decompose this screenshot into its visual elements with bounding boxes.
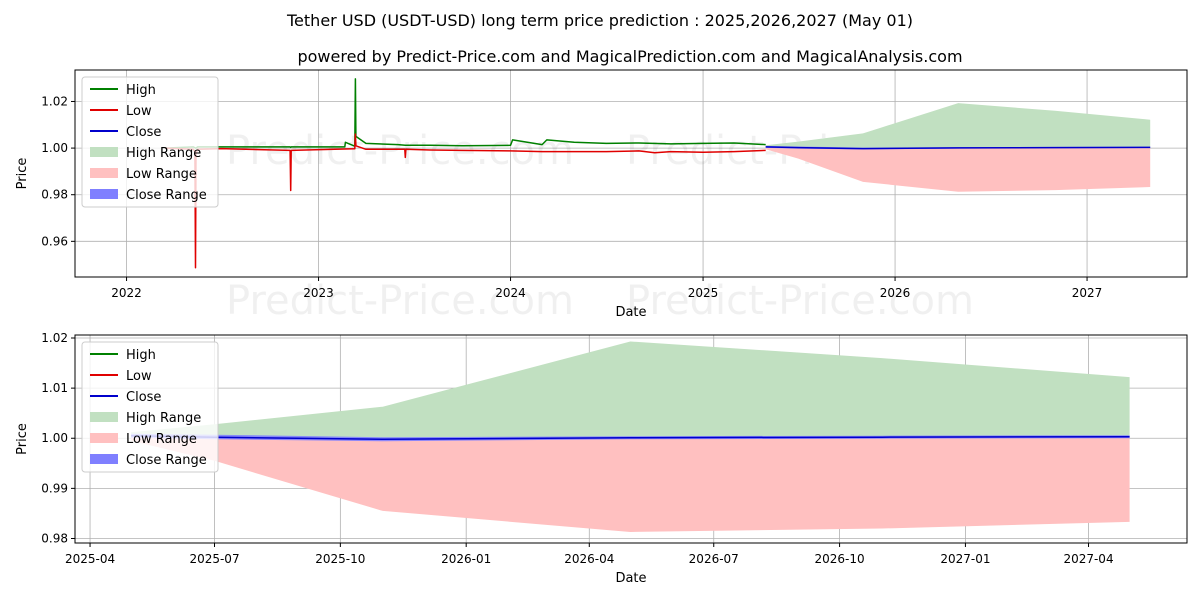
legend-label: Low Range: [126, 432, 197, 447]
legend-swatch-patch: [90, 189, 118, 199]
band-low-range: [131, 435, 1130, 532]
legend: High Low Close High Range Low Range Close Ran…: [81, 76, 219, 208]
y-axis-label: Price: [15, 158, 30, 190]
x-tick-label: 2025: [688, 286, 719, 300]
legend-label: High: [126, 348, 156, 363]
chart-title: Tether USD (USDT-USD) long term price pr…: [286, 11, 913, 30]
legend-label: Close: [126, 125, 161, 140]
plot-area: [131, 341, 1130, 532]
x-tick-label: 2027-04: [1063, 552, 1113, 566]
chart-panel-bottom: Predict-Price.comPredict-Price.com2025-0…: [15, 331, 1188, 586]
x-tick-label: 2026-10: [815, 552, 865, 566]
y-tick-label: 1.00: [41, 431, 68, 445]
legend-label: Low: [126, 104, 152, 119]
x-tick-label: 2027: [1072, 286, 1103, 300]
legend-label: Low: [126, 369, 152, 384]
x-tick-label: 2027-01: [940, 552, 990, 566]
x-tick-label: 2025-04: [65, 552, 115, 566]
x-tick-label: 2025-10: [315, 552, 365, 566]
x-tick-label: 2026-07: [689, 552, 739, 566]
chart-subtitle: powered by Predict-Price.com and Magical…: [297, 47, 962, 66]
legend-label: High: [126, 83, 156, 98]
x-axis-label: Date: [615, 571, 646, 586]
plot-frame: [74, 69, 1188, 278]
x-tick-label: 2023: [303, 286, 334, 300]
y-tick-label: 0.96: [41, 234, 68, 248]
y-tick-label: 1.02: [41, 331, 68, 345]
watermark-text: Predict-Price.com: [626, 278, 974, 324]
legend-label: Close Range: [126, 188, 207, 203]
legend-label: Low Range: [126, 167, 197, 182]
y-tick-label: 0.98: [41, 531, 68, 545]
band-low-range: [765, 146, 1151, 192]
x-tick-label: 2025-07: [189, 552, 239, 566]
legend-label: Close Range: [126, 453, 207, 468]
y-tick-label: 1.02: [41, 94, 68, 108]
y-tick-label: 0.99: [41, 481, 68, 495]
legend-swatch-patch: [90, 168, 118, 178]
x-tick-label: 2026-04: [564, 552, 614, 566]
x-tick-label: 2026-01: [441, 552, 491, 566]
x-tick-label: 2022: [111, 286, 142, 300]
y-axis-label: Price: [15, 423, 30, 455]
legend-swatch-patch: [90, 433, 118, 443]
x-tick-label: 2026: [880, 286, 911, 300]
band-high-range: [131, 341, 1130, 440]
legend-swatch-patch: [90, 147, 118, 157]
legend-swatch-patch: [90, 454, 118, 464]
y-tick-label: 1.01: [41, 381, 68, 395]
y-tick-label: 0.98: [41, 188, 68, 202]
legend-label: Close: [126, 390, 161, 405]
plot-area: [164, 78, 1151, 269]
plot-frame: [74, 334, 1188, 544]
band-high-range: [765, 103, 1151, 149]
series-line-close: [765, 146, 1151, 150]
legend-label: High Range: [126, 146, 201, 161]
legend-swatch-patch: [90, 412, 118, 422]
watermark-text: Predict-Price.com: [226, 278, 574, 324]
y-tick-label: 1.00: [41, 141, 68, 155]
legend-label: High Range: [126, 411, 201, 426]
x-axis-label: Date: [615, 305, 646, 320]
legend: High Low Close High Range Low Range Close Ran…: [81, 341, 219, 473]
x-tick-label: 2024: [495, 286, 526, 300]
